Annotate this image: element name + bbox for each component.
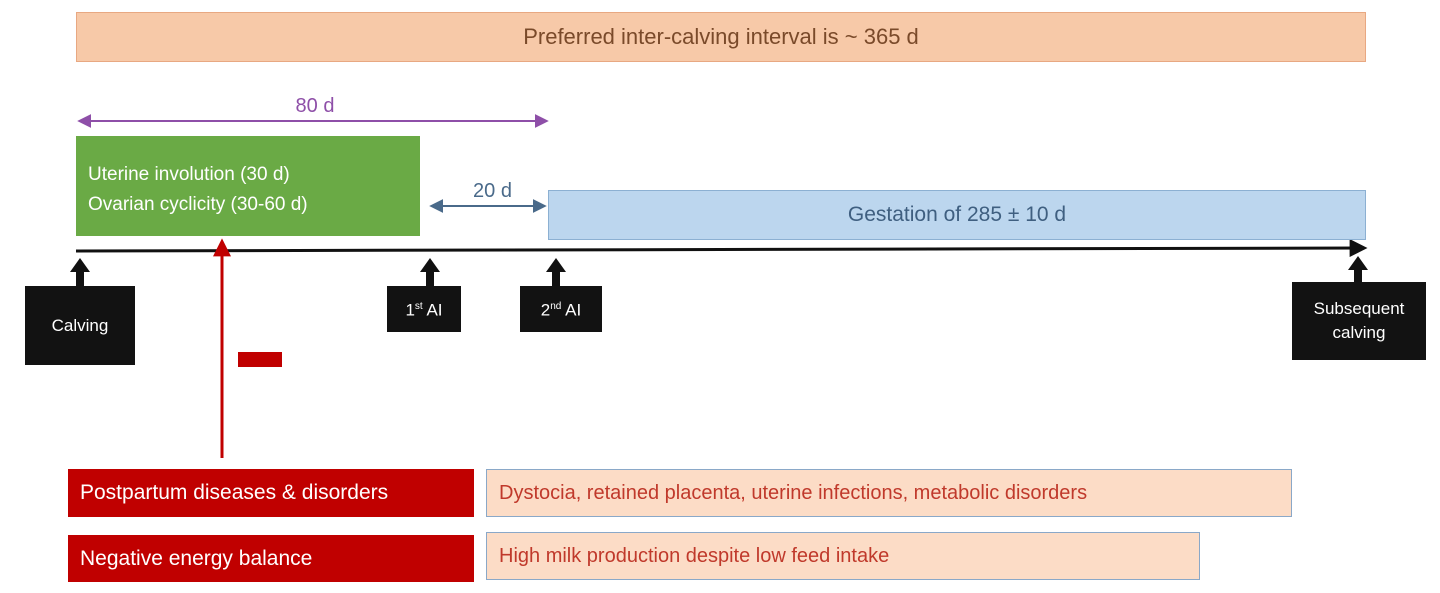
second-ai-label: 2nd AI (540, 300, 582, 320)
negative-energy-balance-label: Negative energy balance (68, 535, 474, 582)
span-80-label: 80 d (295, 94, 335, 117)
second-ai-event-box: 2nd AI (520, 286, 602, 332)
ai1-up-arrow (420, 258, 440, 287)
timeline-axis (75, 239, 1368, 258)
calving-up-arrow (70, 258, 90, 287)
postpartum-recovery-box: Uterine involution (30 d) Ovarian cyclic… (76, 136, 420, 236)
negative-effect-minus-sign (238, 352, 282, 367)
banner-text: Preferred inter-calving interval is ~ 36… (523, 24, 919, 49)
subsequent-up-arrow (1348, 256, 1368, 283)
calving-event-box: Calving (25, 286, 135, 365)
postpartum-diseases-description: Dystocia, retained placenta, uterine inf… (486, 469, 1292, 517)
calving-label: Calving (51, 315, 109, 335)
span-20-label: 20 d (473, 179, 512, 202)
ovarian-cyclicity-text: Ovarian cyclicity (30-60 d) (88, 194, 308, 215)
postpartum-diseases-label: Postpartum diseases & disorders (68, 469, 474, 517)
subsequent-calving-event-box: Subsequent calving (1292, 282, 1426, 360)
first-ai-label: 1st AI (405, 300, 443, 320)
negative-energy-balance-description: High milk production despite low feed in… (486, 532, 1200, 580)
gestation-box: Gestation of 285 ± 10 d (548, 190, 1366, 240)
ai2-up-arrow (546, 258, 566, 287)
subsequent-calving-label: Subsequent calving (1313, 299, 1405, 342)
inter-calving-interval-banner: Preferred inter-calving interval is ~ 36… (76, 12, 1366, 62)
first-ai-event-box: 1st AI (387, 286, 461, 332)
gestation-text: Gestation of 285 ± 10 d (847, 203, 1067, 226)
uterine-involution-text: Uterine involution (30 d) (88, 164, 290, 185)
